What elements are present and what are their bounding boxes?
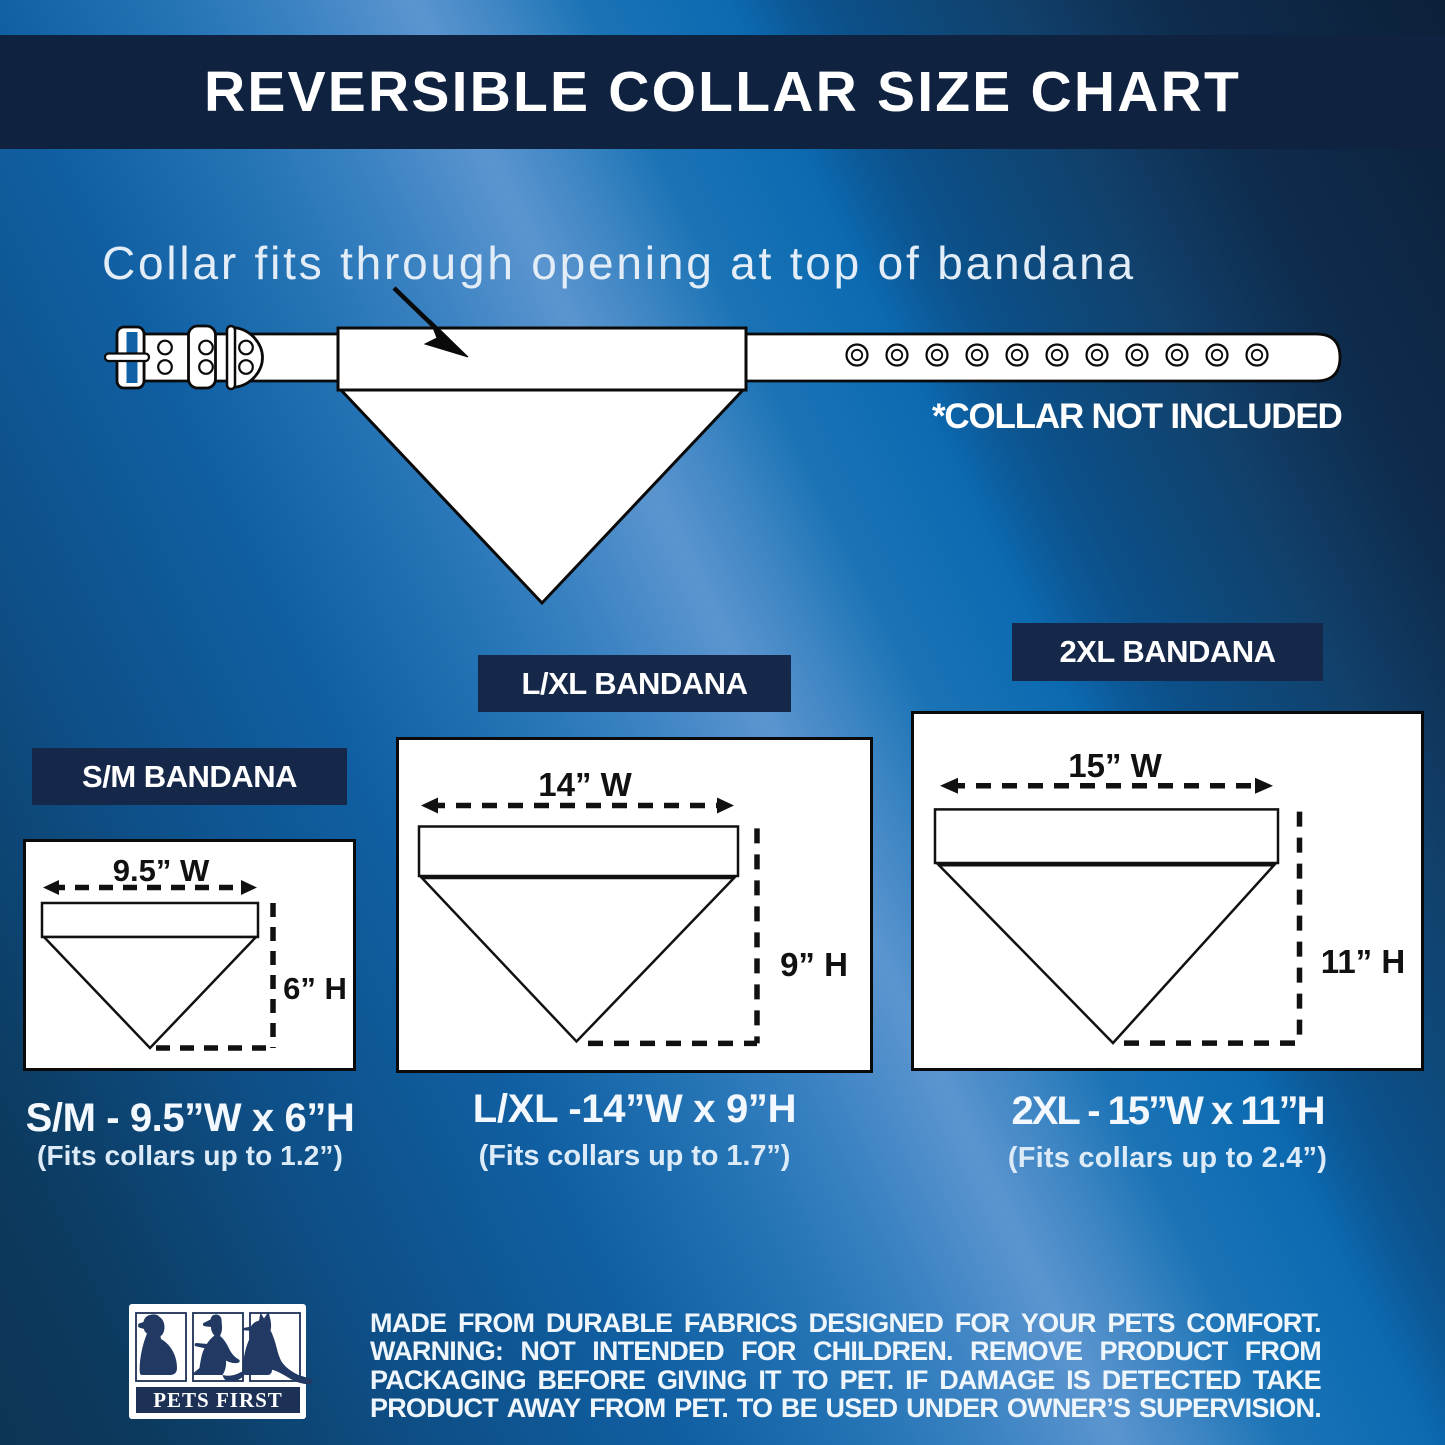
svg-text:14” W: 14” W — [538, 766, 632, 803]
svg-text:15” W: 15” W — [1068, 747, 1162, 784]
svg-text:6” H: 6” H — [283, 971, 347, 1006]
svg-text:11” H: 11” H — [1321, 943, 1405, 980]
svg-text:9.5” W: 9.5” W — [113, 853, 210, 888]
svg-text:PETS FIRST: PETS FIRST — [153, 1388, 283, 1412]
svg-text:9” H: 9” H — [780, 946, 848, 983]
